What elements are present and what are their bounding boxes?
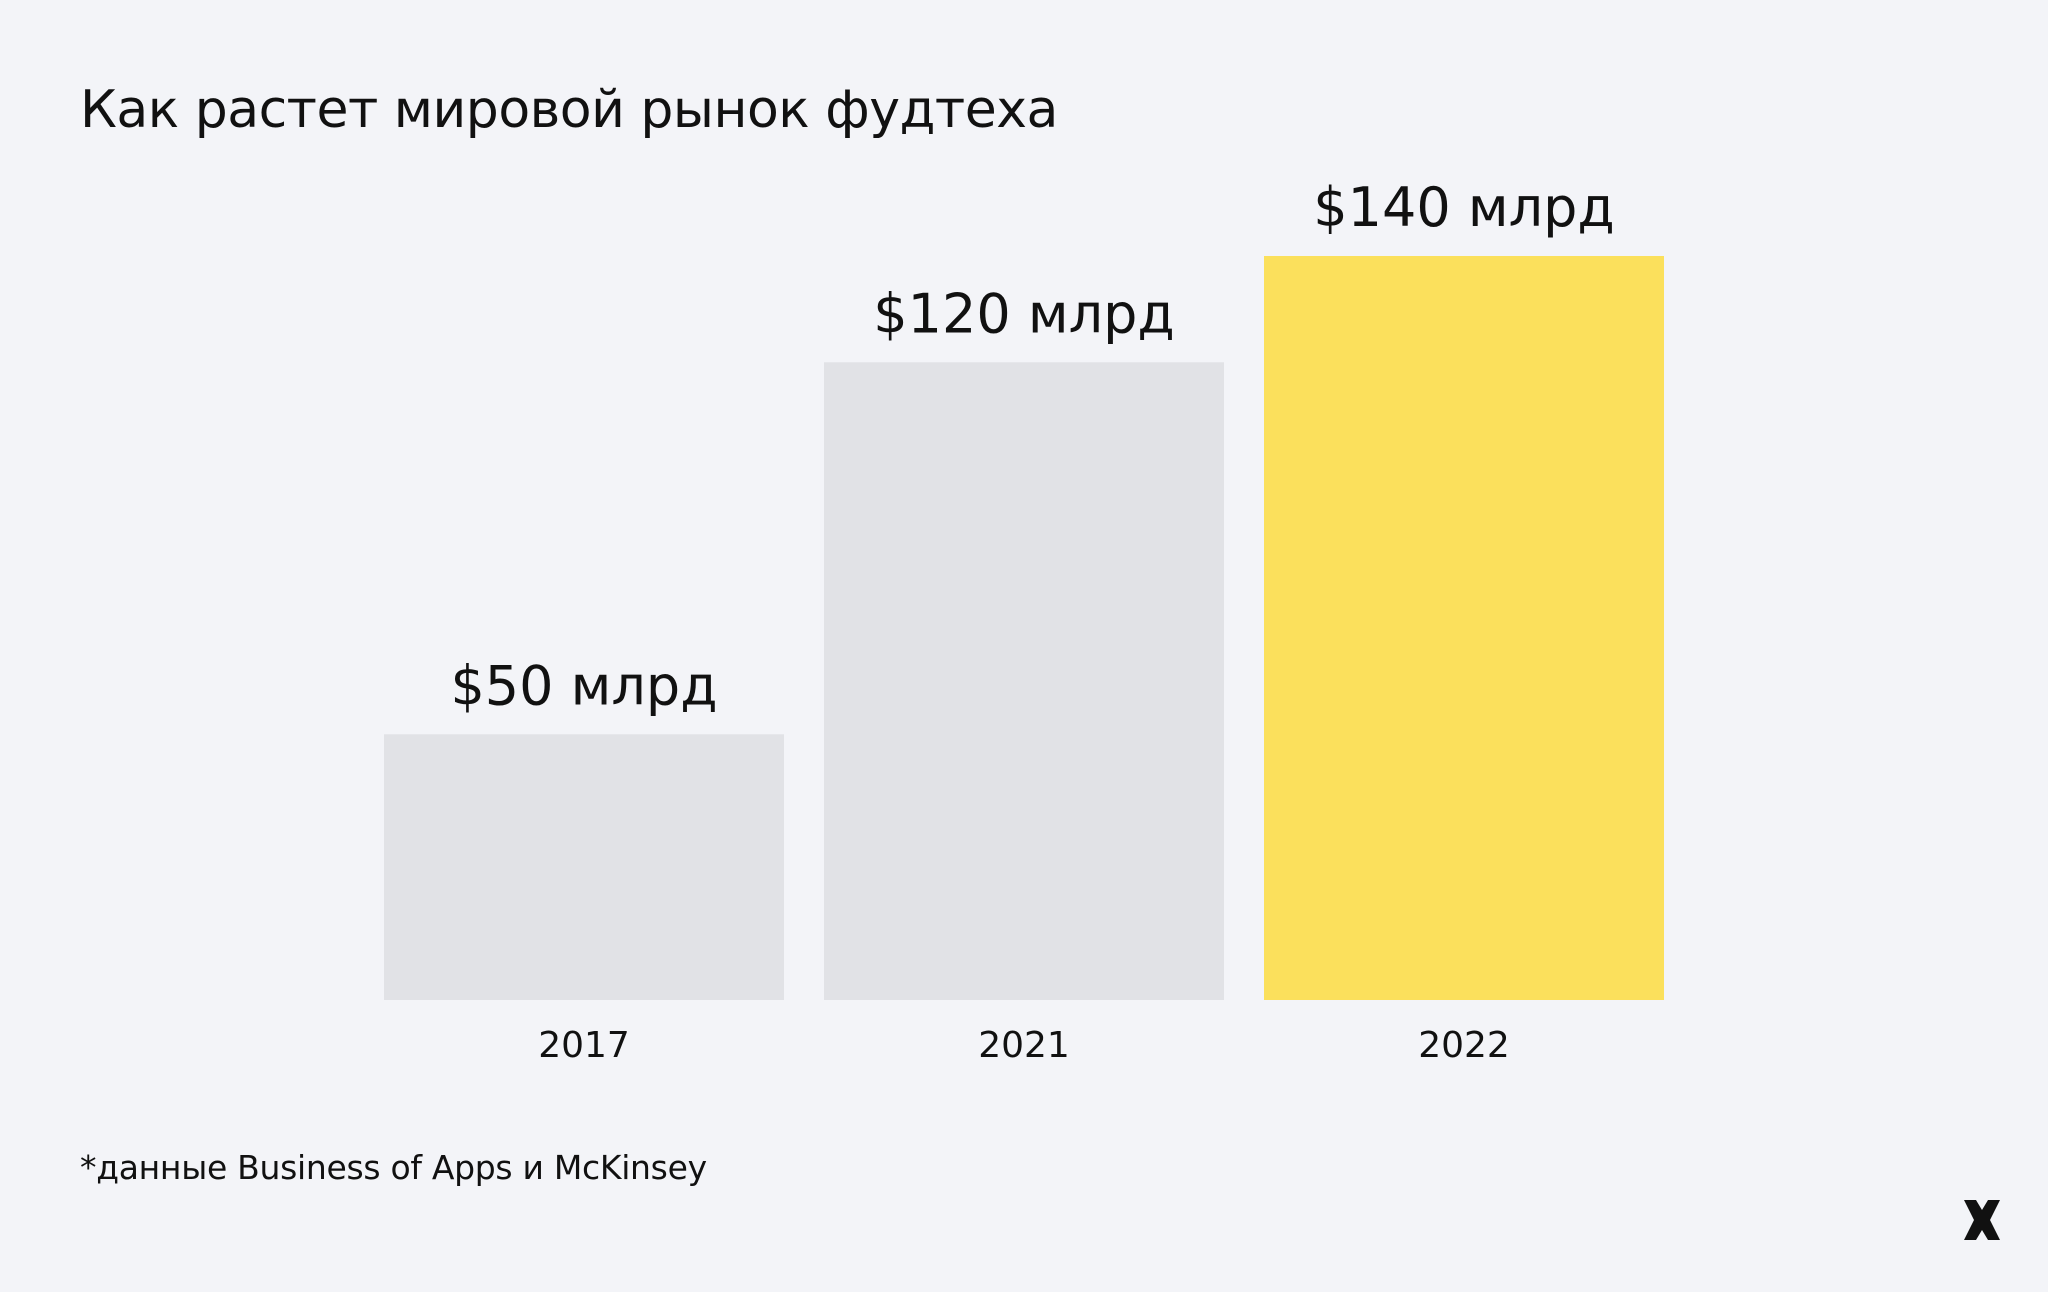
source-footnote: *данные Business of Apps и McKinsey [80, 1148, 707, 1187]
x-tick-label-2022: 2022 [1418, 1025, 1510, 1066]
x-logo-icon [1964, 1200, 2000, 1240]
value-label-2017: $50 млрд [450, 654, 717, 717]
value-label-2021: $120 млрд [873, 282, 1174, 345]
bar-2017 [384, 734, 784, 1000]
x-tick-label-2017: 2017 [538, 1025, 630, 1066]
bar-2022 [1264, 256, 1664, 1000]
value-label-2022: $140 млрд [1313, 176, 1614, 239]
chart-title: Как растет мировой рынок фудтеха [80, 80, 1058, 140]
x-tick-label-2021: 2021 [978, 1025, 1070, 1066]
bar-2021 [824, 362, 1224, 1000]
